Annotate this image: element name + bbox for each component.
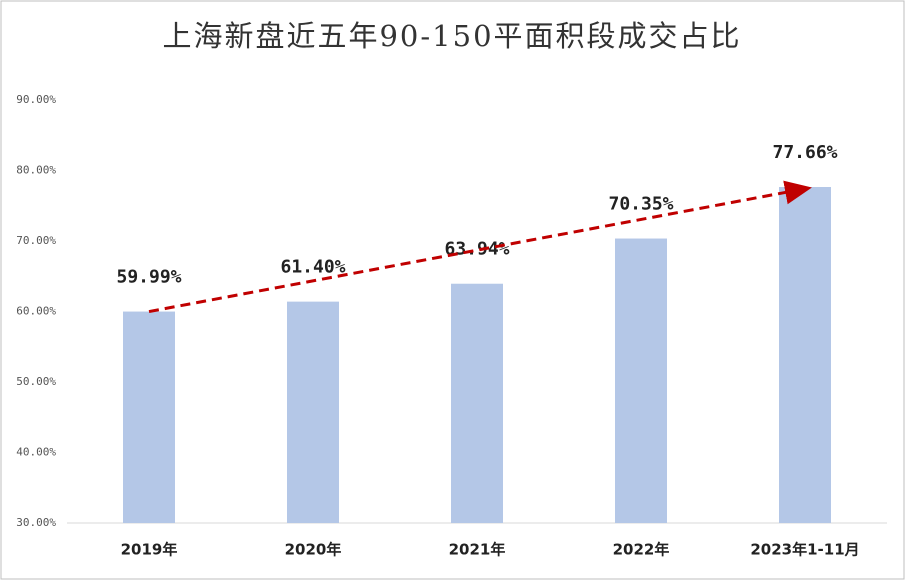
value-label: 63.94% — [444, 239, 509, 260]
x-tick-label: 2019年 — [121, 541, 178, 559]
x-tick-label: 2023年1-11月 — [750, 541, 859, 559]
y-tick-label: 40.00% — [16, 446, 56, 459]
value-label: 77.66% — [772, 142, 837, 163]
chart-title: 上海新盘近五年90-150平面积段成交占比 — [162, 19, 741, 53]
value-label: 59.99% — [116, 267, 181, 288]
bar — [451, 283, 503, 523]
y-tick-label: 60.00% — [16, 305, 56, 318]
bar — [123, 311, 175, 523]
bar — [615, 238, 667, 523]
bar — [779, 186, 831, 523]
y-tick-label: 50.00% — [16, 375, 56, 388]
y-tick-label: 30.00% — [16, 516, 56, 529]
y-tick-label: 80.00% — [16, 164, 56, 177]
x-tick-label: 2022年 — [613, 541, 670, 559]
y-tick-label: 70.00% — [16, 234, 56, 247]
bar — [287, 301, 339, 523]
x-tick-label: 2020年 — [285, 541, 342, 559]
value-label: 61.40% — [280, 257, 345, 278]
value-label: 70.35% — [608, 194, 673, 215]
x-tick-label: 2021年 — [449, 541, 506, 559]
y-tick-label: 90.00% — [16, 93, 56, 106]
